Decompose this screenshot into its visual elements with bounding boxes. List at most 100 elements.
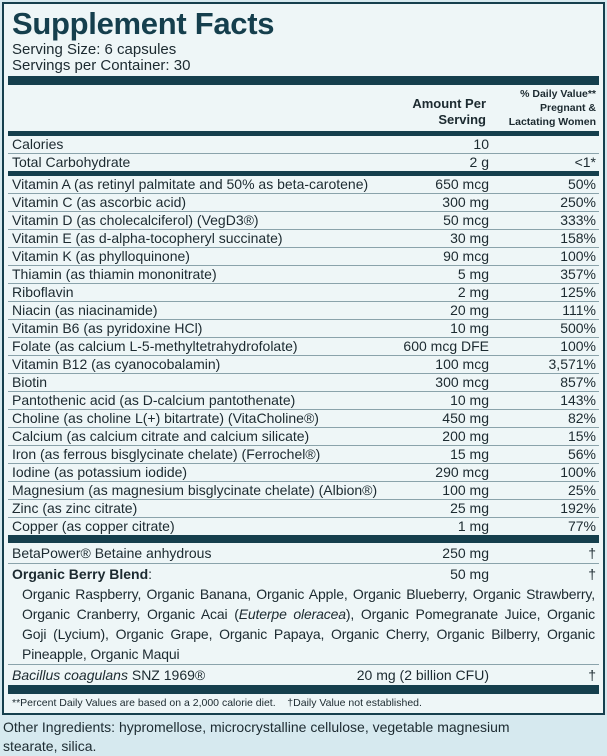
row-amount: 100 mg — [442, 482, 489, 498]
row-amount: 10 — [473, 136, 489, 152]
row-name: Zinc (as zinc citrate) — [12, 500, 138, 516]
row-name: Vitamin A (as retinyl palmitate and 50% … — [12, 176, 369, 192]
latin-name: Euterpe oleracea — [238, 606, 346, 622]
row-dv: 100% — [560, 248, 596, 264]
daily-value-header: % Daily Value** Pregnant & Lactating Wom… — [486, 87, 596, 129]
table-row: Thiamin (as thiamin mononitrate) 5 mg 357% — [8, 266, 599, 284]
panel-title: Supplement Facts — [12, 6, 275, 41]
row-dv: 357% — [560, 266, 596, 282]
row-name: Calcium (as calcium citrate and calcium … — [12, 428, 310, 444]
row-name: Calories — [12, 136, 64, 152]
table-row: Choline (as choline L(+) bitartrate) (Vi… — [8, 410, 599, 428]
row-dv: 500% — [560, 320, 596, 336]
row-amount: 600 mcg DFE — [403, 338, 489, 354]
row-dv: <1* — [574, 154, 596, 170]
row-dv: 192% — [560, 500, 596, 516]
row-name: Niacin (as niacinamide) — [12, 302, 158, 318]
row-amount: 50 mg — [450, 566, 489, 582]
divider-medium — [8, 131, 599, 136]
dv-header-line: Pregnant & — [539, 102, 596, 114]
row-dv: 15% — [567, 428, 596, 444]
row-amount: 5 mg — [457, 266, 489, 282]
row-amount: 100 mcg — [435, 356, 489, 372]
row-amount: 450 mg — [442, 410, 489, 426]
table-row: Organic Berry Blend: 50 mg † — [8, 564, 599, 584]
row-dv: 250% — [560, 194, 596, 210]
amount-header-line: Serving — [438, 112, 486, 127]
row-dv: 857% — [560, 374, 596, 390]
row-amount: 10 mg — [450, 320, 489, 336]
table-row: Zinc (as zinc citrate) 25 mg 192% — [8, 500, 599, 518]
row-name: Copper (as copper citrate) — [12, 518, 175, 534]
table-row: Pantothenic acid (as D-calcium pantothen… — [8, 392, 599, 410]
row-dv: 125% — [560, 284, 596, 300]
table-row: Vitamin E (as d-alpha-tocopheryl succina… — [8, 230, 599, 248]
blend-section: BetaPower® Betaine anhydrous 250 mg † Or… — [8, 543, 599, 685]
blend-ingredients-part: ), Organic Pomegranate Juice, Organic Go… — [22, 606, 595, 662]
vitamin-rows: Vitamin A (as retinyl palmitate and 50% … — [8, 176, 599, 535]
table-row: Niacin (as niacinamide) 20 mg 111% — [8, 302, 599, 320]
row-dv: 50% — [567, 176, 596, 192]
amount-header-line: Amount Per — [412, 96, 486, 111]
row-dv: 100% — [560, 464, 596, 480]
table-row: Biotin 300 mcg 857% — [8, 374, 599, 392]
row-amount: 2 mg — [457, 284, 489, 300]
blend-colon: : — [148, 566, 153, 582]
row-dv: 77% — [567, 518, 596, 534]
blend-title: Organic Berry Blend: — [8, 564, 442, 584]
row-amount: 250 mg — [442, 545, 489, 561]
table-row: Vitamin B12 (as cyanocobalamin) 100 mcg 3,… — [8, 356, 599, 374]
other-ingredients: Other Ingredients: hypromellose, microcr… — [3, 719, 510, 754]
table-row: Total Carbohydrate 2 g <1* — [8, 154, 599, 171]
row-amount: 300 mcg — [435, 374, 489, 390]
divider-medium — [8, 171, 599, 176]
row-dv: 3,571% — [548, 356, 596, 372]
table-row: Iron (as ferrous bisglycinate chelate) (… — [8, 446, 599, 464]
table-row: Magnesium (as magnesium bisglycinate che… — [8, 482, 599, 500]
row-amount: 10 mg — [450, 392, 489, 408]
row-amount: 2 g — [469, 154, 489, 170]
table-row: Folate (as calcium L-5-methyltetrahydrof… — [8, 338, 599, 356]
row-name: Total Carbohydrate — [12, 154, 131, 170]
table-row: Bacillus coagulans SNZ 1969® 20 mg (2 bi… — [8, 665, 599, 685]
row-name: Riboflavin — [12, 284, 74, 300]
row-name: Vitamin C (as ascorbic acid) — [12, 194, 187, 210]
row-amount: 20 mg (2 billion CFU) — [356, 667, 489, 683]
table-row: Vitamin B6 (as pyridoxine HCl) 10 mg 500% — [8, 320, 599, 338]
column-headers: Amount Per Serving % Daily Value** Pregn… — [8, 85, 599, 131]
dv-header-line: Lactating Women — [508, 116, 596, 128]
blend-ingredients: Organic Raspberry, Organic Banana, Organ… — [8, 584, 599, 665]
table-row: Iodine (as potassium iodide) 290 mcg 100% — [8, 464, 599, 482]
supplement-facts-panel: Supplement Facts Serving Size: 6 capsule… — [2, 2, 605, 715]
row-name: Iodine (as potassium iodide) — [12, 464, 188, 480]
table-row: Vitamin C (as ascorbic acid) 300 mg 250% — [8, 194, 599, 212]
row-amount: 200 mg — [442, 428, 489, 444]
divider-thick — [8, 685, 599, 694]
row-dv: 143% — [560, 392, 596, 408]
table-row: Vitamin K (as phylloquinone) 90 mcg 100% — [8, 248, 599, 266]
row-amount: 1 mg — [457, 518, 489, 534]
row-name: Vitamin D (as cholecalciferol) (VegD3®) — [12, 212, 259, 228]
row-name: Thiamin (as thiamin mononitrate) — [12, 266, 217, 282]
row-name: Magnesium (as magnesium bisglycinate che… — [12, 482, 378, 498]
row-amount: 650 mcg — [435, 176, 489, 192]
row-amount: 15 mg — [450, 446, 489, 462]
row-name: Pantothenic acid (as D-calcium pantothen… — [12, 392, 296, 408]
row-name: Vitamin B12 (as cyanocobalamin) — [12, 356, 221, 372]
dv-header-line: % Daily Value** — [520, 88, 596, 100]
row-name: Folate (as calcium L-5-methyltetrahydrof… — [12, 338, 298, 354]
bacillus-strain: SNZ 1969® — [127, 667, 206, 683]
row-amount: 25 mg — [450, 500, 489, 516]
row-name: Vitamin B6 (as pyridoxine HCl) — [12, 320, 203, 336]
bacillus-label: Bacillus coagulans SNZ 1969® — [8, 665, 349, 685]
row-dv: † — [588, 566, 596, 582]
row-amount: 90 mcg — [443, 248, 489, 264]
row-amount: 50 mcg — [443, 212, 489, 228]
bacillus-name: Bacillus coagulans — [12, 667, 128, 683]
row-amount: 300 mg — [442, 194, 489, 210]
row-dv: 158% — [560, 230, 596, 246]
row-dv: 82% — [567, 410, 596, 426]
row-dv: 111% — [562, 302, 596, 318]
table-row: BetaPower® Betaine anhydrous 250 mg † — [8, 543, 599, 564]
blend-ingredients-part: Organic Raspberry, Organic Banana, Organ… — [22, 586, 595, 622]
